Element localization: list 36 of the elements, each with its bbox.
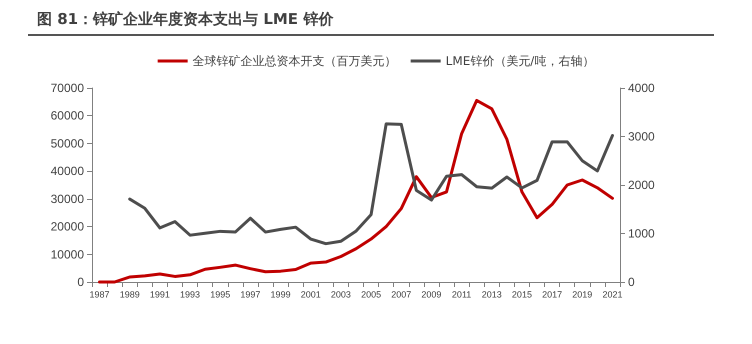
x-tick-label: 1997 (240, 290, 260, 300)
y-tick-label: 40000 (50, 164, 84, 178)
y-tick-label: 70000 (50, 81, 84, 95)
y-tick-label: 0 (77, 275, 84, 289)
x-tick-label: 2009 (421, 290, 442, 300)
x-tick-label: 1989 (120, 290, 140, 300)
x-tick-label: 1995 (210, 290, 230, 300)
legend-label: LME锌价（美元/吨，右轴） (446, 54, 594, 68)
x-tick-label: 2017 (542, 290, 562, 300)
chart-title: 图 81：锌矿企业年度资本支出与 LME 锌价 (37, 10, 334, 29)
x-tick-label: 2015 (512, 290, 532, 300)
x-tick-label: 1987 (90, 290, 110, 300)
x-tick-label: 2005 (361, 290, 382, 300)
x-tick-label: 2007 (391, 290, 412, 300)
x-tick-label: 2013 (482, 290, 502, 300)
y2-tick-label: 4000 (628, 81, 656, 95)
y2-tick-label: 1000 (628, 226, 656, 240)
y-tick-label: 20000 (50, 220, 84, 234)
x-tick-label: 1993 (180, 290, 200, 300)
x-tick-label: 1991 (150, 290, 170, 300)
y-tick-label: 10000 (50, 247, 84, 262)
y2-tick-label: 3000 (628, 130, 656, 144)
y-tick-label: 30000 (50, 192, 84, 206)
x-tick-label: 2001 (300, 290, 321, 300)
legend-label: 全球锌矿企业总资本开支（百万美元） (192, 54, 397, 68)
line-series (98, 98, 614, 284)
x-tick-label: 2019 (572, 290, 592, 300)
y-tick-label: 50000 (50, 136, 84, 150)
y2-tick-label: 2000 (628, 178, 656, 192)
line-series (128, 122, 614, 246)
x-tick-label: 1999 (270, 290, 291, 300)
x-tick-label: 2011 (452, 290, 472, 300)
y2-tick-label: 0 (628, 275, 635, 289)
x-tick-label: 2003 (330, 290, 351, 300)
y-tick-label: 60000 (50, 108, 84, 123)
x-tick-label: 2021 (602, 290, 622, 300)
